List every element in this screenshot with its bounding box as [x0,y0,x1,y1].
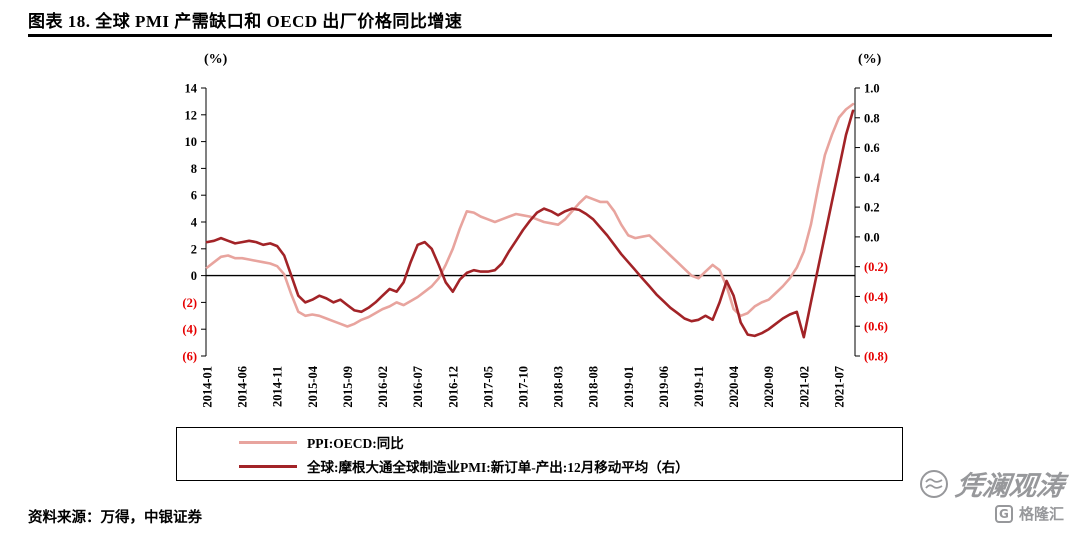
x-tick-label: 2020-09 [762,366,776,408]
x-tick-label: 2019-01 [622,366,636,408]
x-tick-label: 2019-06 [657,366,671,408]
x-tick-label: 2015-04 [306,365,320,407]
watermark-primary: 凭澜观涛 [919,464,1066,503]
left-tick-label: (6) [182,350,197,364]
x-tick-label: 2020-04 [727,365,741,407]
legend-line-sample-ppi [239,440,297,444]
legend-label-pmi-gap: 全球:摩根大通全球制造业PMI:新订单-产出:12月移动平均（右） [307,460,689,475]
chart-legend: PPI:OECD:同比 全球:摩根大通全球制造业PMI:新订单-产出:12月移动… [176,427,903,481]
right-tick-label: (0.2) [864,260,888,274]
x-tick-label: 2021-02 [797,366,811,408]
ppi-oecd-line [205,102,855,328]
right-tick-label: (0.6) [864,320,888,334]
wave-logo-icon [919,469,949,499]
x-tick-label: 2017-05 [481,366,495,408]
x-tick-label: 2019-11 [692,366,706,407]
legend-item-ppi: PPI:OECD:同比 [239,432,902,452]
watermark-secondary-text: 格隆汇 [1018,507,1064,523]
right-tick-label: (0.8) [864,350,888,364]
x-tick-label: 2014-01 [201,366,215,408]
left-tick-label: (4) [182,323,197,337]
data-source-note: 资料来源：万得，中银证券 [28,510,202,526]
figure-title: 图表 18. 全球 PMI 产需缺口和 OECD 出厂价格同比增速 [28,12,463,31]
left-axis-unit: (%) [204,52,228,67]
right-axis-unit: (%) [858,52,882,67]
left-tick-label: 10 [185,135,198,149]
right-tick-label: (0.4) [864,290,888,304]
x-tick-label: 2018-03 [552,366,566,408]
legend-label-ppi: PPI:OECD:同比 [307,436,404,451]
right-tick-label: 0.8 [864,111,880,125]
right-tick-label: 0.0 [864,230,880,244]
right-tick-label: 0.4 [864,171,880,185]
watermark-primary-text: 凭澜观涛 [953,471,1066,502]
right-tick-label: 0.2 [864,201,880,215]
legend-line-sample-pmi-gap [239,464,297,468]
x-tick-label: 2014-06 [236,366,250,408]
gelonghui-logo-icon: G [994,504,1013,523]
x-tick-label: 2017-10 [516,366,530,408]
right-tick-label: 0.6 [864,141,880,155]
line-chart-canvas: 14 12 10 8 6 4 2 0 (2) (4) (6) 1.0 0.8 0.6 0.4 0.2 0.0 (0… [182,82,888,408]
left-tick-label: 2 [191,242,197,256]
left-tick-label: (2) [182,296,197,310]
x-tick-label: 2018-08 [587,366,601,408]
x-tick-label: 2016-12 [446,366,460,408]
x-tick-label: 2021-07 [832,366,846,408]
left-tick-label: 12 [185,108,198,122]
x-tick-label: 2016-07 [411,366,425,408]
left-tick-label: 14 [185,82,198,96]
left-tick-label: 8 [191,162,197,176]
left-tick-label: 6 [191,189,197,203]
right-tick-label: 1.0 [864,82,880,96]
title-underline [28,34,1052,37]
watermark-secondary: G 格隆汇 [994,503,1064,524]
left-tick-label: 4 [191,216,198,230]
x-tick-label: 2014-11 [271,366,285,407]
left-tick-label: 0 [191,269,197,283]
legend-item-pmi-gap: 全球:摩根大通全球制造业PMI:新订单-产出:12月移动平均（右） [239,456,902,476]
pmi-gap-line [205,109,855,339]
x-tick-label: 2016-02 [376,366,390,408]
x-tick-label: 2015-09 [341,366,355,408]
